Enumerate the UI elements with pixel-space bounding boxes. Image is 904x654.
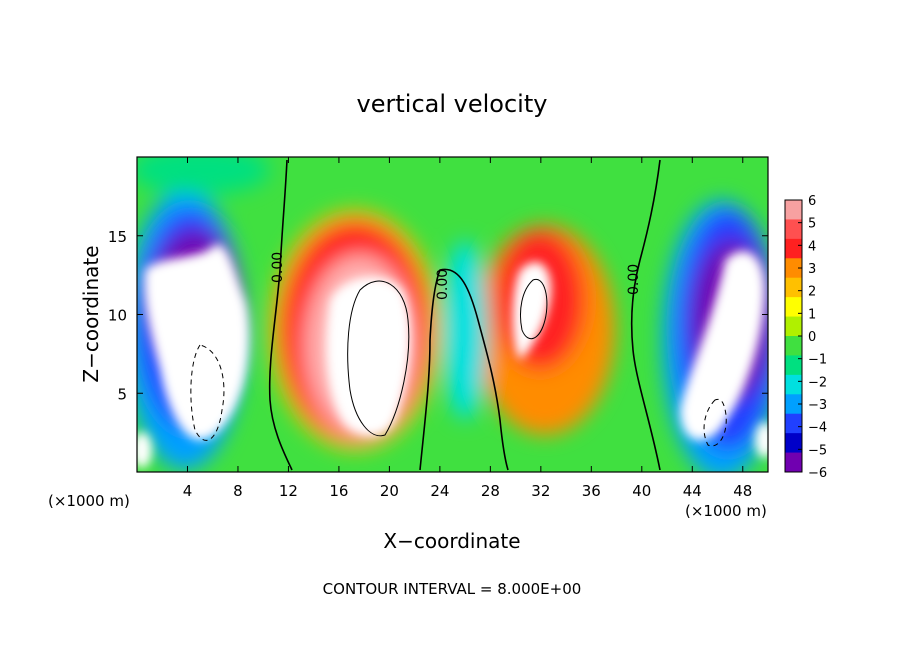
colorbar-swatch [785, 297, 802, 318]
x-axis-label: X−coordinate [383, 529, 520, 553]
y-tick-label: 10 [108, 307, 127, 325]
colorbar-tick-label: −2 [808, 375, 827, 390]
colorbar-tick-label: 4 [808, 239, 816, 254]
contour-label: 0.00 [435, 269, 451, 300]
colorbar-tick-label: −4 [808, 421, 827, 436]
x-tick-label: 24 [430, 482, 449, 500]
colorbar-swatch [785, 413, 802, 434]
colorbar-tick-label: −1 [808, 353, 827, 368]
colorbar-swatch [785, 316, 802, 337]
colorbar-swatch [785, 394, 802, 415]
x-tick-label: 40 [632, 482, 651, 500]
chart-title: vertical velocity [357, 90, 548, 118]
x-unit-right: (×1000 m) [685, 502, 767, 520]
contour-lines [268, 159, 661, 471]
colorbar-tick-label: 6 [808, 194, 816, 209]
colorbar-tick-label: 3 [808, 262, 816, 277]
colorbar-swatch [785, 433, 802, 454]
positive-contours [347, 278, 548, 437]
y-tick-label: 15 [108, 228, 127, 246]
x-axis: 4 8 12 16 20 24 28 32 36 40 44 48 [183, 157, 752, 500]
colorbar-swatch [785, 374, 802, 395]
y-axis-label: Z−coordinate [79, 245, 103, 382]
colorbar-tick-label: −3 [808, 398, 827, 413]
colorbar-swatch [785, 258, 802, 279]
colorbar-tick-label: 1 [808, 307, 816, 322]
contour-label: 0.00 [270, 252, 286, 283]
negative-contours [190, 344, 727, 447]
x-unit-left: (×1000 m) [48, 492, 130, 510]
colorbar-tick-label: 5 [808, 217, 816, 232]
x-tick-label: 36 [582, 482, 601, 500]
x-tick-label: 8 [233, 482, 243, 500]
extreme-cores [137, 244, 768, 468]
colorbar-swatch [785, 238, 802, 259]
x-tick-label: 16 [329, 482, 348, 500]
colorbar-tick-label: −6 [808, 466, 827, 481]
y-axis: 5 10 15 [108, 228, 768, 403]
contour-label: 0.00 [626, 264, 642, 295]
colorbar-swatch [785, 355, 802, 376]
colorbar-tick-label: −5 [808, 443, 827, 458]
x-tick-label: 44 [683, 482, 702, 500]
colorbar: 6 5 4 3 2 1 0 −1 −2 −3 −4 −5 −6 [784, 194, 827, 481]
colorbar-tick-label: 2 [808, 285, 816, 300]
plot-area [137, 157, 768, 472]
colorbar-swatch [785, 219, 802, 240]
colorbar-swatch [785, 277, 802, 298]
colorbar-swatch [785, 336, 802, 356]
x-tick-label: 28 [481, 482, 500, 500]
contour-interval-note: CONTOUR INTERVAL = 8.000E+00 [323, 580, 582, 598]
x-tick-label: 20 [380, 482, 399, 500]
contour-labels: 0.00 0.00 0.00 [270, 252, 642, 300]
colorbar-tick-label: 0 [808, 330, 816, 345]
colorbar-swatch [785, 200, 802, 220]
x-tick-label: 48 [733, 482, 752, 500]
colorbar-swatch [785, 452, 802, 473]
x-tick-label: 4 [183, 482, 193, 500]
x-tick-label: 32 [531, 482, 550, 500]
y-tick-label: 5 [117, 385, 127, 403]
x-tick-label: 12 [279, 482, 298, 500]
